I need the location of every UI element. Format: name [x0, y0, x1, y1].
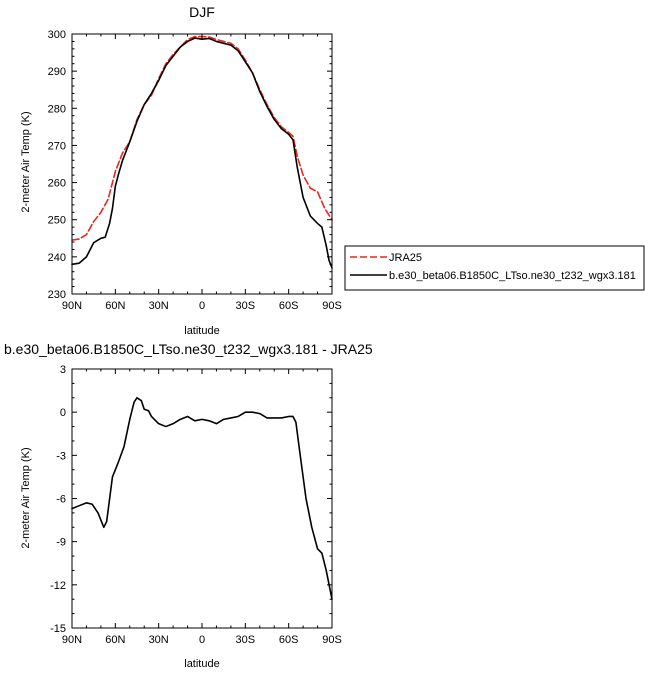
bottom-x-tick-label: 0 — [199, 634, 205, 646]
bottom-x-tick-label: 60N — [105, 634, 125, 646]
bottom-y-tick-label: -12 — [50, 580, 66, 592]
bottom-chart-title: b.e30_beta06.B1850C_LTso.ne30_t232_wgx3.… — [4, 341, 373, 357]
bottom-y-tick-label: -3 — [56, 450, 66, 462]
legend: JRA25 b.e30_beta06.B1850C_LTso.ne30_t232_… — [344, 245, 645, 291]
bottom-plot-frame — [71, 368, 333, 629]
bottom-x-tick-label: 90S — [322, 634, 342, 646]
top-y-tick-label: 260 — [48, 178, 66, 190]
top-y-tick-label: 230 — [48, 289, 66, 301]
bottom-y-tick-label: -6 — [56, 494, 66, 506]
bottom-x-tick-label: 30S — [236, 634, 256, 646]
top-x-tick-label: 30N — [149, 300, 169, 312]
bottom-y-tick-label: 0 — [60, 407, 66, 419]
bottom-series-line-0 — [71, 396, 333, 601]
bottom-y-axis-title: 2-meter Air Temp (K) — [20, 447, 32, 548]
bottom-y-tick-label: 3 — [60, 364, 66, 376]
bottom-x-axis-title: latitude — [184, 658, 219, 670]
top-y-tick-label: 240 — [48, 252, 66, 264]
legend-label-0: JRA25 — [389, 252, 422, 264]
top-y-tick-label: 270 — [48, 140, 66, 152]
top-y-tick-label: 300 — [48, 29, 66, 41]
bottom-y-tick-label: -9 — [56, 537, 66, 549]
top-x-tick-label: 90S — [322, 300, 342, 312]
top-x-tick-label: 60N — [105, 300, 125, 312]
top-y-tick-label: 250 — [48, 215, 66, 227]
bottom-y-tick-label: -15 — [50, 623, 66, 635]
bottom-x-tick-label: 30N — [149, 634, 169, 646]
legend-label-1: b.e30_beta06.B1850C_LTso.ne30_t232_wgx3.… — [389, 270, 636, 282]
top-plot-area: 90N 60N 30N 0 30S 60S 90S 230 240 250 260 270 280 290… — [48, 29, 342, 312]
legend-box — [344, 245, 645, 291]
top-x-tick-label: 60S — [279, 300, 299, 312]
top-y-tick-label: 290 — [48, 66, 66, 78]
top-x-axis-title: latitude — [184, 325, 219, 337]
top-x-tick-label: 30S — [236, 300, 256, 312]
top-plot-frame — [71, 33, 333, 295]
top-series-line-1 — [71, 37, 333, 269]
top-y-axis-title: 2-meter Air Temp (K) — [20, 111, 32, 212]
top-x-tick-label: 90N — [62, 300, 82, 312]
top-chart-title: DJF — [189, 4, 215, 20]
bottom-x-tick-label: 90N — [62, 634, 82, 646]
top-series-line-0 — [71, 35, 333, 241]
top-y-tick-label: 280 — [48, 103, 66, 115]
top-x-tick-label: 0 — [199, 300, 205, 312]
bottom-plot-area: 90N 60N 30N 0 30S 60S 90S 3 0 -3 -6 -9 -12 -15 — [50, 364, 342, 646]
bottom-x-tick-label: 60S — [279, 634, 299, 646]
